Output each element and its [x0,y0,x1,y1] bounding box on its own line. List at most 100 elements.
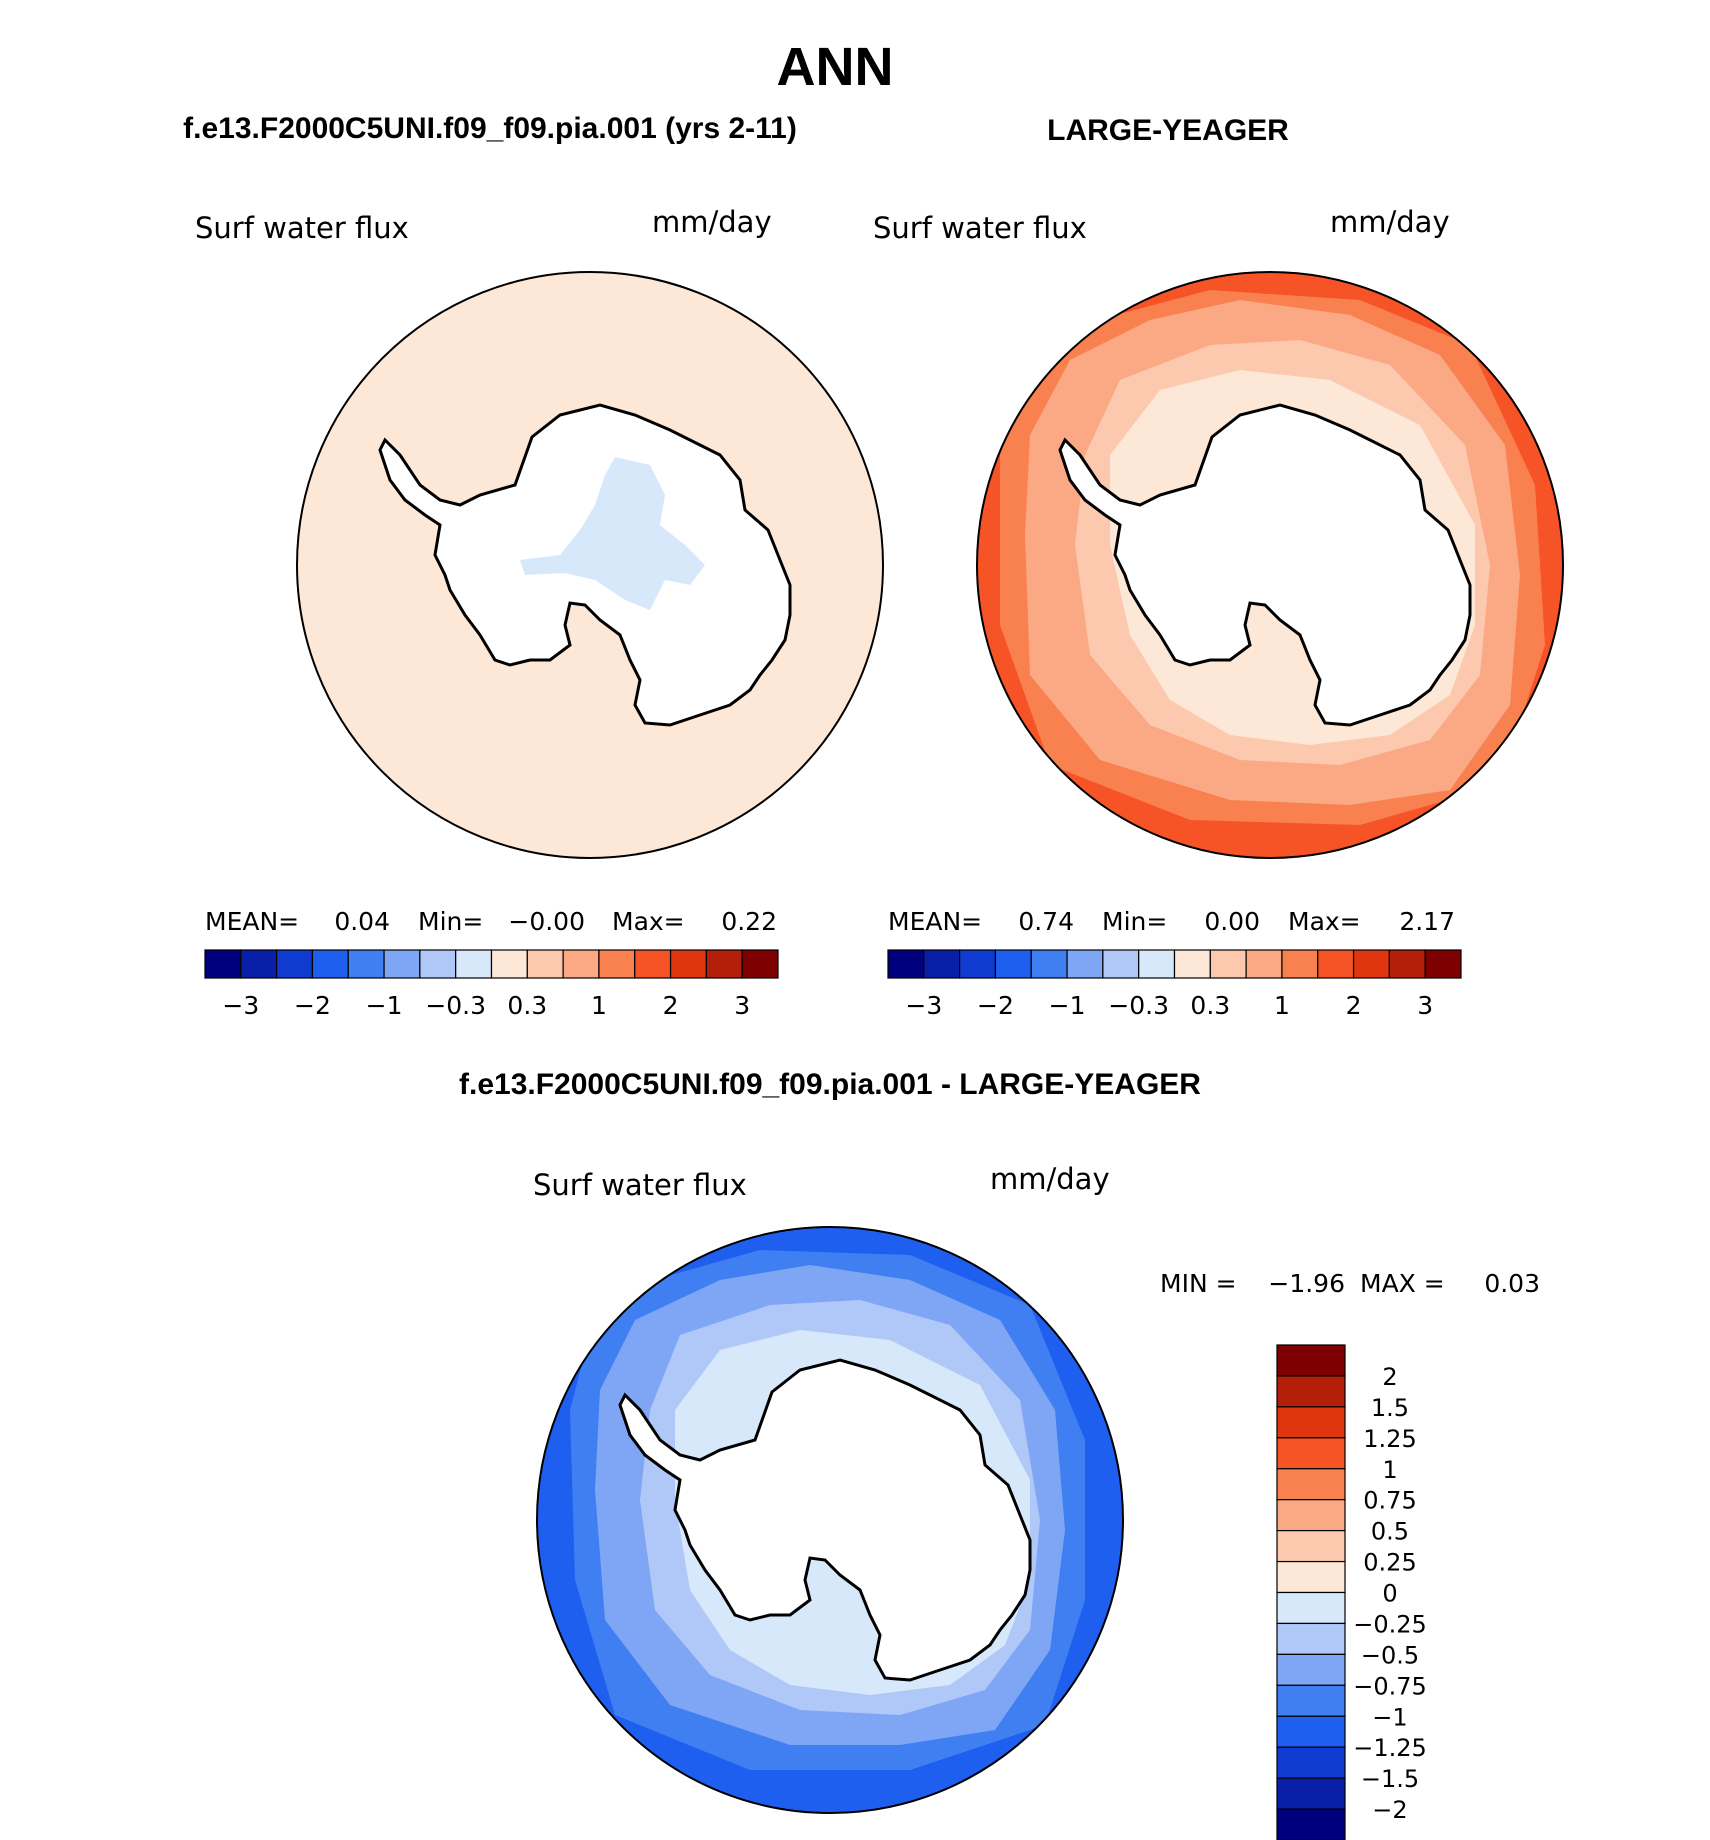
obs-colorbar-box [1281,949,1319,979]
model-stats: MEAN= 0.04 Min= −0.00 Max= 0.22 [205,907,777,936]
obs-variable-label: Surf water flux [873,211,1087,245]
model-mean-value: 0.04 [334,907,390,936]
obs-colorbar-tick-label: −1 [1049,991,1086,1020]
obs-colorbar-box [1388,949,1426,979]
obs-colorbar-box [1138,949,1176,979]
obs-colorbar-box [923,949,961,979]
model-colorbar-tick-label: −0.3 [425,991,486,1020]
diff-variable-label: Surf water flux [533,1168,747,1202]
model-variable-label: Surf water flux [195,211,409,245]
obs-colorbar-tick-label: 3 [1417,991,1433,1020]
model-panel-heading: f.e13.F2000C5UNI.f09_f09.pia.001 (yrs 2-… [183,112,797,145]
model-colorbar-box [705,949,743,979]
obs-colorbar-box [1424,949,1462,979]
obs-max-value: 2.17 [1399,907,1455,936]
model-interior-shading [520,457,705,610]
diff-colorbar-tick-label: −1.5 [1361,1765,1419,1793]
obs-colorbar-box [1245,949,1283,979]
diff-colorbar-box [1276,1406,1346,1439]
obs-colorbar-box [994,949,1032,979]
diff-colorbar-tick-label: 0.75 [1363,1487,1416,1515]
diff-colorbar-box [1276,1591,1346,1625]
diff-max-value: 0.03 [1484,1269,1540,1298]
obs-colorbar-box [1066,949,1104,979]
obs-max-label: Max= [1288,907,1361,936]
obs-colorbar-box [887,949,925,979]
model-colorbar-tick-label: 1 [591,991,607,1020]
diff-colorbar-box [1276,1746,1346,1779]
model-max-label: Max= [612,907,685,936]
diff-colorbar-box [1276,1560,1346,1594]
obs-colorbar-box [1352,949,1390,979]
model-colorbar-box [598,949,636,979]
model-colorbar-box [240,949,278,979]
diff-colorbar-tick-label: 1 [1382,1456,1397,1484]
obs-mean-label: MEAN= [888,907,982,936]
diff-colorbar-box [1276,1622,1346,1655]
diff-colorbar-box [1276,1684,1346,1717]
obs-colorbar-tick-label: −0.3 [1108,991,1169,1020]
obs-colorbar-tick-label: 2 [1346,991,1362,1020]
diff-colorbar-tick-label: 0.25 [1363,1549,1416,1577]
obs-colorbar-box [959,949,997,979]
obs-stats: MEAN= 0.74 Min= 0.00 Max= 2.17 [888,907,1455,936]
diff-units-label: mm/day [990,1162,1110,1196]
obs-colorbar-tick-label: 0.3 [1190,991,1230,1020]
diff-colorbar-tick-label: 0.5 [1371,1518,1409,1546]
model-colorbar-box [634,949,672,979]
diff-min-label: MIN = [1160,1269,1237,1298]
model-colorbar-box [669,949,707,979]
obs-colorbar-box [1173,949,1211,979]
diff-map [536,1226,1124,1814]
diff-colorbar-box [1276,1499,1346,1532]
diff-colorbar-box [1276,1653,1346,1686]
diff-colorbar-box [1276,1437,1346,1470]
diff-colorbar-box [1276,1344,1346,1377]
model-colorbar-box [204,949,242,979]
diff-panel-heading: f.e13.F2000C5UNI.f09_f09.pia.001 - LARGE… [459,1068,1201,1101]
model-colorbar-box [562,949,600,979]
diff-map-border [536,1226,1124,1814]
diff-colorbar-tick-label: 0 [1382,1580,1397,1608]
obs-units-label: mm/day [1330,205,1450,239]
model-map-border [296,271,884,859]
diff-colorbar-tick-label: −0.75 [1353,1672,1427,1700]
obs-panel-heading: LARGE-YEAGER [1047,114,1289,147]
diff-colorbar-tick-label: 2 [1382,1363,1397,1391]
diff-min-value: −1.96 [1268,1269,1345,1298]
model-min-value: −0.00 [508,907,585,936]
diff-max-label: MAX = [1360,1269,1445,1298]
diff-colorbar-box [1276,1530,1346,1563]
diff-colorbar-box [1276,1715,1346,1748]
model-colorbar-box [276,949,314,979]
diff-colorbar-tick-label: 1.25 [1363,1425,1416,1453]
model-colorbar-box [526,949,564,979]
obs-colorbar-box [1209,949,1247,979]
model-colorbar-tick-label: −3 [222,991,259,1020]
model-min-label: Min= [418,907,483,936]
diff-colorbar-box [1276,1375,1346,1408]
model-colorbar-tick-label: −1 [366,991,403,1020]
model-colorbar-box [741,949,779,979]
diff-colorbar-tick-label: −2 [1372,1796,1407,1824]
diff-stats: MIN = −1.96 MAX = 0.03 [1160,1269,1540,1298]
obs-mean-value: 0.74 [1018,907,1074,936]
model-colorbar-box [490,949,528,979]
obs-colorbar-tick-label: 1 [1274,991,1290,1020]
obs-min-value: 0.00 [1204,907,1260,936]
obs-colorbar: −3 −2 −1 −0.3 0.3 1 2 3 [887,949,1462,1020]
model-colorbar-box [347,949,385,979]
model-colorbar-tick-label: 0.3 [507,991,547,1020]
model-colorbar-box [311,949,349,979]
model-colorbar-box [383,949,421,979]
diff-colorbar-tick-label: 1.5 [1371,1394,1409,1422]
obs-map [976,271,1564,859]
model-mean-label: MEAN= [205,907,299,936]
diff-colorbar-box [1276,1468,1346,1501]
model-map [296,271,884,859]
diff-colorbar-box [1276,1808,1346,1840]
diff-colorbar-tick-label: −0.25 [1353,1610,1427,1638]
obs-colorbar-tick-label: −2 [977,991,1014,1020]
model-max-value: 0.22 [721,907,777,936]
